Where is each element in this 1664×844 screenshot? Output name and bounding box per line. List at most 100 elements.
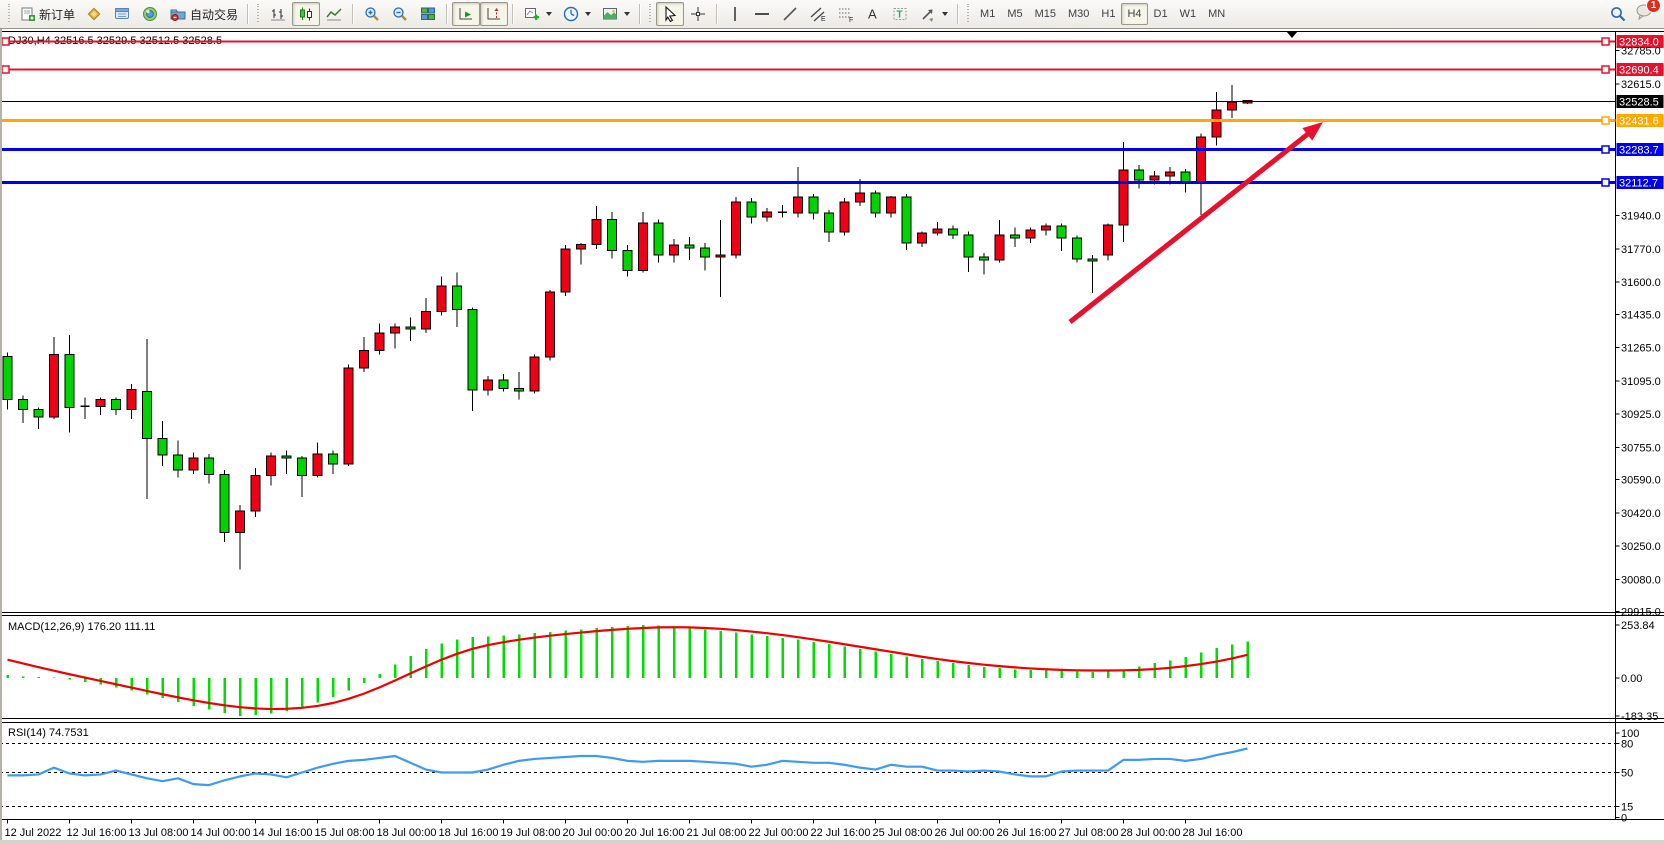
svg-text:30590.0: 30590.0 <box>1621 475 1661 487</box>
search-icon[interactable] <box>1609 5 1627 23</box>
timeframe-mn[interactable]: MN <box>1208 8 1226 20</box>
trendline-icon <box>783 7 797 21</box>
timeframe-m1[interactable]: M1 <box>980 8 996 20</box>
templates-button[interactable] <box>596 2 635 26</box>
svg-text:100: 100 <box>1621 728 1639 740</box>
trendline-button[interactable] <box>776 2 804 26</box>
timeframe-d1[interactable]: D1 <box>1153 8 1168 20</box>
channel-button[interactable]: E <box>804 2 832 26</box>
price-axis[interactable]: 32785.0 32615.0 31940.0 31770.0 31600.0 31435… <box>1615 46 1661 619</box>
svg-text:28 Jul 00:00: 28 Jul 00:00 <box>1121 827 1181 839</box>
svg-text:30080.0: 30080.0 <box>1621 574 1661 586</box>
horizontal-line-icon <box>755 13 770 15</box>
text-button[interactable]: A <box>860 2 886 26</box>
svg-text:32431.6: 32431.6 <box>1619 116 1659 128</box>
periods-button[interactable] <box>557 2 596 26</box>
zoom-in-icon <box>365 7 379 21</box>
time-axis[interactable]: 12 Jul 2022 12 Jul 16:00 13 Jul 08:00 14 Ju… <box>5 819 1243 840</box>
cursor-button[interactable] <box>656 2 685 26</box>
chart-bars-button[interactable] <box>264 2 292 26</box>
market-watch-icon <box>87 7 101 21</box>
chevron-down-icon <box>942 12 949 16</box>
chevron-down-icon <box>624 12 631 16</box>
svg-text:0: 0 <box>1621 813 1627 825</box>
svg-text:26 Jul 00:00: 26 Jul 00:00 <box>935 827 995 839</box>
fibonacci-button[interactable]: F <box>832 2 860 26</box>
svg-text:22 Jul 16:00: 22 Jul 16:00 <box>811 827 871 839</box>
svg-text:30250.0: 30250.0 <box>1621 541 1661 553</box>
toolbar-separator <box>446 4 449 24</box>
svg-text:31265.0: 31265.0 <box>1621 343 1661 355</box>
svg-text:31435.0: 31435.0 <box>1621 309 1661 321</box>
chevron-down-icon <box>585 12 592 16</box>
svg-text:27 Jul 08:00: 27 Jul 08:00 <box>1059 827 1119 839</box>
svg-text:32112.7: 32112.7 <box>1619 178 1658 190</box>
toolbar-separator <box>957 4 960 24</box>
auto-scroll-icon <box>459 8 473 20</box>
equidistant-channel-icon: E <box>810 7 826 23</box>
timeframe-w1[interactable]: W1 <box>1179 8 1197 20</box>
chart-line-button[interactable] <box>320 2 348 26</box>
macd-pane[interactable]: 253.84 0.00 -183.35 <box>6 620 1659 723</box>
chevron-down-icon <box>546 12 553 16</box>
trend-arrow[interactable] <box>1068 122 1323 324</box>
data-window-button[interactable] <box>108 2 136 26</box>
svg-text:22 Jul 00:00: 22 Jul 00:00 <box>749 827 809 839</box>
new-order-button[interactable]: 新订单 <box>15 2 80 26</box>
horizontal-line-button[interactable] <box>748 2 776 26</box>
arrows-button[interactable] <box>914 2 953 26</box>
arrows-icon <box>922 9 934 22</box>
text-label-button[interactable]: T <box>886 2 914 26</box>
autotrading-button[interactable]: 自动交易 <box>164 2 243 26</box>
hline-objects[interactable]: 32834.0 32690.4 32528.5 32431.6 32283.7 32112… <box>0 35 1664 190</box>
svg-text:21 Jul 08:00: 21 Jul 08:00 <box>687 827 747 839</box>
chart-shift-button[interactable] <box>480 2 509 26</box>
notification-badge: 1 <box>1646 0 1661 13</box>
navigator-button[interactable] <box>136 2 164 26</box>
toolbar-separator <box>247 4 250 24</box>
autotrading-icon <box>170 9 186 21</box>
chart-candles-button[interactable] <box>292 2 321 26</box>
new-order-label: 新订单 <box>39 7 76 22</box>
vertical-line-button[interactable] <box>722 2 748 26</box>
svg-text:18 Jul 16:00: 18 Jul 16:00 <box>439 827 499 839</box>
indicators-icon <box>525 8 540 20</box>
zoom-out-button[interactable] <box>386 2 414 26</box>
vertical-line-icon <box>734 7 736 21</box>
macd-label: MACD(12,26,9) 176.20 111.11 <box>8 621 155 633</box>
market-watch-button[interactable] <box>80 2 108 26</box>
svg-text:32690.4: 32690.4 <box>1619 65 1659 77</box>
chart-shift-icon <box>487 8 501 20</box>
toolbar-grip <box>966 4 972 24</box>
timeframe-h1[interactable]: H1 <box>1101 8 1116 20</box>
svg-text:30420.0: 30420.0 <box>1621 508 1661 520</box>
auto-scroll-button[interactable] <box>452 2 481 26</box>
main-chart-pane[interactable] <box>2 84 1253 570</box>
timeframe-h4[interactable]: H4 <box>1121 3 1148 25</box>
svg-text:15: 15 <box>1621 801 1633 813</box>
notifications-button[interactable]: 1 <box>1635 0 1661 25</box>
line-chart-icon <box>326 8 342 21</box>
crosshair-button[interactable] <box>684 2 712 26</box>
svg-text:12 Jul 2022: 12 Jul 2022 <box>5 827 62 839</box>
main-toolbar: 新订单 自动交易 <box>0 0 1664 29</box>
timeframe-m15[interactable]: M15 <box>1034 8 1056 20</box>
svg-text:80: 80 <box>1621 738 1633 750</box>
timeframe-m5[interactable]: M5 <box>1007 8 1023 20</box>
chart-top-marker <box>1286 31 1298 38</box>
zoom-in-button[interactable] <box>358 2 386 26</box>
indicators-button[interactable] <box>518 2 557 26</box>
autotrading-label: 自动交易 <box>190 7 239 22</box>
crosshair-icon <box>691 7 706 21</box>
tile-windows-button[interactable] <box>414 2 442 26</box>
svg-text:T: T <box>897 10 903 21</box>
timeframe-m30[interactable]: M30 <box>1068 8 1090 20</box>
svg-text:32834.0: 32834.0 <box>1619 37 1659 49</box>
chart-render-layer: 32834.0 32690.4 32528.5 32431.6 32283.7 32112… <box>0 31 1664 839</box>
rsi-label: RSI(14) 74.7531 <box>8 727 89 739</box>
toolbar-separator <box>639 4 642 24</box>
toolbar-grip <box>256 4 262 24</box>
svg-text:30925.0: 30925.0 <box>1621 409 1661 421</box>
